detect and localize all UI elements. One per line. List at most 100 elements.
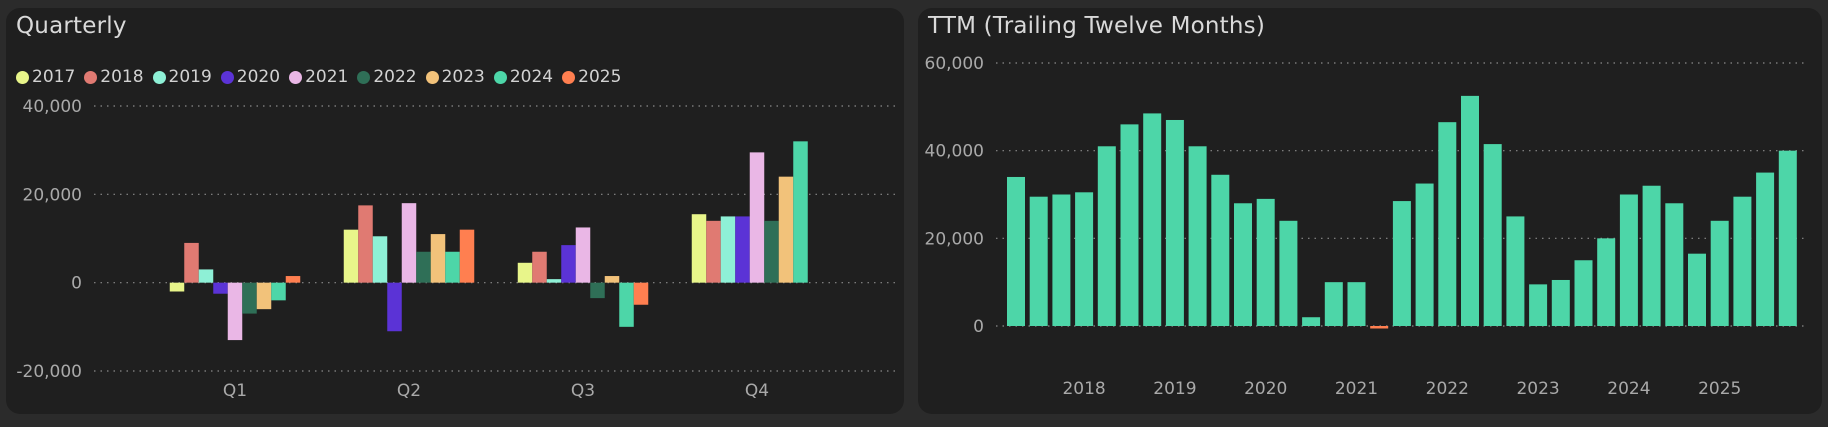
bar-Q2-2025[interactable]	[459, 229, 475, 283]
bar-Q3-2022[interactable]	[590, 282, 605, 299]
bar-Q1-2024[interactable]	[271, 282, 286, 301]
bar-Q2-2017[interactable]	[343, 229, 359, 283]
bar-Q4-2024[interactable]	[793, 141, 808, 283]
ttm-bar[interactable]	[1188, 146, 1207, 326]
ttm-bar[interactable]	[1506, 216, 1525, 326]
ttm-bar[interactable]	[1075, 192, 1094, 326]
ttm-bar[interactable]	[1120, 124, 1139, 326]
bar-Q2-2022[interactable]	[416, 251, 431, 283]
ttm-bar[interactable]	[1733, 196, 1752, 326]
y-tick-label: -20,000	[16, 362, 82, 382]
y-tick-label: 20,000	[925, 229, 984, 249]
bar-Q2-2021[interactable]	[401, 203, 417, 283]
x-tick-label: 2022	[1426, 379, 1469, 399]
ttm-bar[interactable]	[1483, 144, 1502, 326]
x-tick-label: 2019	[1153, 379, 1196, 399]
legend-swatch	[562, 70, 576, 84]
bar-Q3-2023[interactable]	[604, 276, 620, 283]
ttm-bar[interactable]	[1007, 176, 1025, 326]
ttm-bar[interactable]	[1392, 201, 1411, 326]
bar-Q1-2023[interactable]	[256, 282, 272, 310]
bar-Q2-2019[interactable]	[372, 236, 388, 283]
legend-item-2018[interactable]: 2018	[84, 67, 144, 87]
legend-item-2022[interactable]: 2022	[357, 67, 417, 87]
bar-Q1-2021[interactable]	[227, 282, 243, 341]
bar-Q4-2022[interactable]	[764, 220, 779, 283]
ttm-bar[interactable]	[1551, 279, 1570, 326]
ttm-bar[interactable]	[1529, 284, 1548, 326]
ttm-bar[interactable]	[1324, 282, 1343, 326]
bar-Q1-2025[interactable]	[285, 276, 301, 283]
bar-Q2-2018[interactable]	[358, 205, 373, 283]
ttm-chart: 60,000 40,000 20,000 0 2018 2019 2020 2021 2022 2…	[925, 54, 1806, 399]
bar-Q1-2020[interactable]	[213, 282, 228, 294]
legend-label: 2023	[441, 67, 485, 87]
bar-Q1-2017[interactable]	[169, 282, 185, 292]
ttm-bar[interactable]	[1619, 194, 1638, 327]
ttm-bar[interactable]	[1097, 146, 1116, 326]
legend-swatch	[289, 70, 303, 84]
ttm-bar[interactable]	[1029, 196, 1048, 326]
y-tick-label: 0	[71, 274, 82, 294]
ttm-bar[interactable]	[1347, 282, 1366, 326]
legend-label: 2019	[168, 67, 212, 87]
legend-item-2025[interactable]: 2025	[562, 67, 621, 87]
bar-Q3-2021[interactable]	[575, 227, 591, 283]
bar-Q4-2023[interactable]	[778, 176, 794, 283]
bar-Q2-2023[interactable]	[430, 234, 446, 283]
bar-Q4-2021[interactable]	[749, 152, 765, 283]
ttm-bar[interactable]	[1438, 122, 1457, 326]
ttm-bar[interactable]	[1688, 253, 1706, 326]
legend-item-2020[interactable]: 2020	[220, 67, 281, 87]
quarterly-panel: Quarterly 2017 2018 2019 2020 2021 2022 2023 20…	[6, 8, 904, 414]
ttm-bar[interactable]	[1279, 220, 1298, 326]
bar-Q4-2020[interactable]	[735, 216, 750, 283]
ttm-bar[interactable]	[1574, 260, 1593, 326]
bar-Q4-2017[interactable]	[691, 214, 707, 283]
bar-Q2-2024[interactable]	[445, 251, 460, 283]
legend-item-2019[interactable]: 2019	[152, 67, 212, 87]
ttm-bar[interactable]	[1143, 113, 1162, 327]
ttm-bar[interactable]	[1778, 150, 1797, 326]
ttm-bar[interactable]	[1461, 95, 1479, 326]
bar-Q3-2024[interactable]	[619, 282, 634, 327]
x-tick-label: 2023	[1516, 379, 1559, 399]
y-tick-label: 60,000	[925, 54, 984, 74]
ttm-bar[interactable]	[1642, 185, 1661, 326]
ttm-bar[interactable]	[1211, 174, 1230, 326]
legend-item-2023[interactable]: 2023	[425, 67, 485, 87]
legend-item-2017[interactable]: 2017	[16, 67, 75, 87]
ttm-bar[interactable]	[1234, 203, 1252, 326]
ttm-bar[interactable]	[1597, 238, 1616, 326]
legend-label: 2025	[578, 67, 622, 87]
bar-Q2-2020[interactable]	[387, 282, 402, 332]
bar-Q1-2018[interactable]	[184, 242, 199, 283]
x-tick-label: 2020	[1244, 379, 1287, 399]
bar-Q3-2020[interactable]	[561, 245, 576, 283]
legend-label: 2020	[236, 67, 281, 87]
ttm-bar[interactable]	[1665, 203, 1684, 326]
ttm-bar[interactable]	[1370, 326, 1389, 329]
bar-Q3-2018[interactable]	[532, 251, 547, 283]
ttm-bar[interactable]	[1710, 220, 1729, 326]
quarterly-chart: 40,000 20,000 0 -20,000 Q1 Q2 Q3 Q4	[16, 97, 896, 401]
bar-Q3-2025[interactable]	[633, 282, 649, 305]
x-tick-label: Q2	[397, 381, 421, 401]
ttm-bar[interactable]	[1052, 194, 1071, 327]
bar-Q1-2022[interactable]	[242, 282, 257, 314]
ttm-bar[interactable]	[1165, 119, 1184, 326]
ttm-bar[interactable]	[1256, 198, 1275, 326]
legend-label: 2021	[305, 67, 349, 87]
legend-item-2024[interactable]: 2024	[493, 67, 553, 87]
ttm-bar[interactable]	[1415, 183, 1434, 326]
bar-Q4-2019[interactable]	[720, 216, 736, 283]
bar-Q3-2019[interactable]	[546, 279, 562, 283]
legend-item-2021[interactable]: 2021	[289, 67, 348, 87]
bar-Q4-2018[interactable]	[706, 220, 721, 283]
bar-Q1-2019[interactable]	[198, 269, 214, 283]
ttm-bar[interactable]	[1756, 172, 1775, 326]
bar-Q3-2017[interactable]	[517, 262, 533, 283]
x-tick-label: Q4	[745, 381, 769, 401]
ttm-bar[interactable]	[1302, 317, 1321, 326]
y-tick-label: 0	[973, 317, 984, 337]
